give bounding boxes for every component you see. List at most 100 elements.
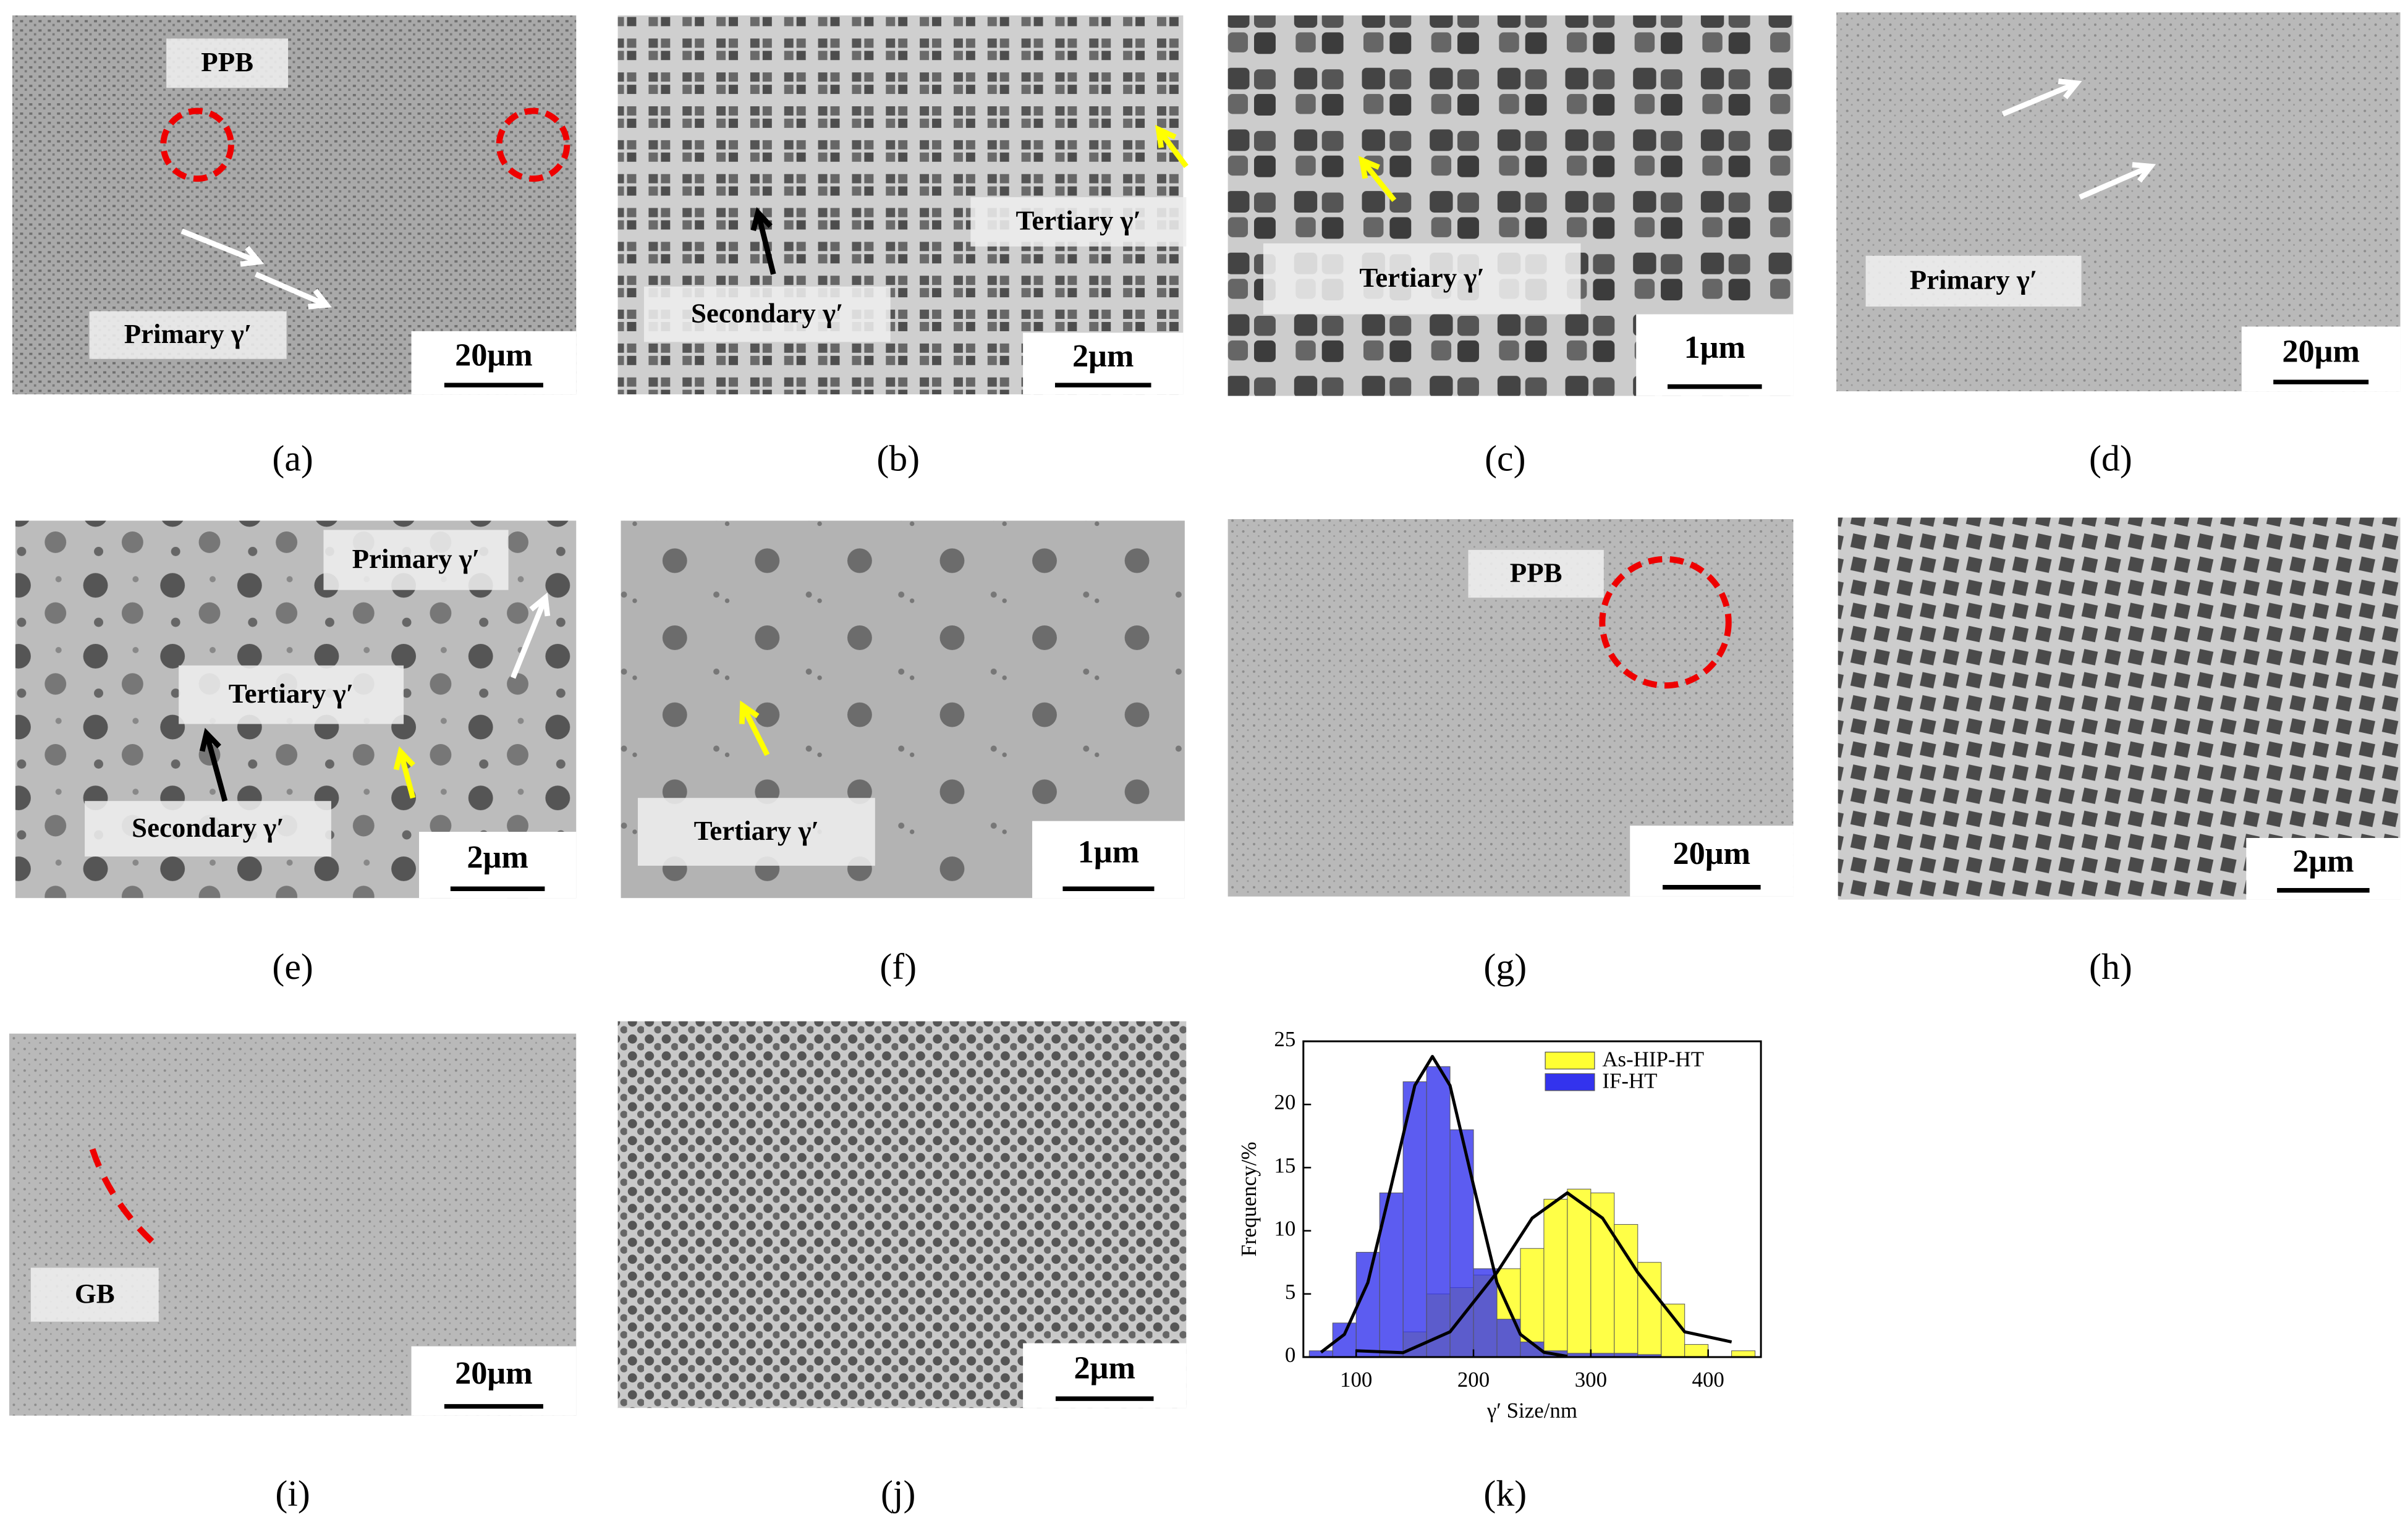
annotation-box	[166, 38, 289, 88]
annotation: Tertiary γ′	[694, 815, 820, 846]
micrograph-panel: 2μm	[617, 1021, 1187, 1408]
annotation-box	[637, 798, 875, 866]
annotation-box	[1263, 243, 1581, 315]
arrow	[511, 596, 548, 679]
arrow-head	[240, 245, 265, 267]
arrow-head	[308, 289, 332, 310]
highlight-circle	[1599, 556, 1732, 689]
annotation: GB	[75, 1278, 115, 1309]
annotation: PPB	[1510, 557, 1562, 588]
panel-label: (a)	[272, 438, 313, 479]
x-axis-label: γ′ Size/nm	[1486, 1398, 1577, 1423]
scale-bar-label: 20μm	[2282, 333, 2360, 369]
micrograph-panel: PPB Primary γ′ 20μm	[12, 15, 577, 395]
legend-swatch	[1545, 1051, 1595, 1070]
annotation: Primary γ′	[124, 318, 252, 349]
annotation-box	[30, 1267, 159, 1322]
fit-curve	[1320, 1055, 1568, 1358]
panel-label: (k)	[1483, 1473, 1527, 1514]
highlight-circle	[496, 108, 570, 182]
annotation: Secondary γ′	[691, 297, 844, 328]
micrograph-panel: GB 20μm	[9, 1033, 577, 1416]
x-tick-label: 100	[1340, 1368, 1372, 1392]
histogram-bar	[1520, 1248, 1545, 1358]
plot-frame	[1302, 1040, 1762, 1358]
panel-label: (b)	[876, 438, 920, 479]
annotation-box	[85, 801, 331, 857]
y-tick-label: 20	[1274, 1090, 1295, 1114]
fit-curve	[1356, 1191, 1732, 1355]
arrow	[2001, 80, 2078, 117]
arrow-head	[199, 727, 221, 752]
annotation: Primary γ′	[352, 543, 480, 574]
panel-label: (j)	[881, 1473, 915, 1514]
histogram-bar	[1426, 1066, 1451, 1358]
panel-label: (h)	[2089, 946, 2132, 987]
y-tick-label: 0	[1285, 1343, 1295, 1367]
annotation: Tertiary γ′	[229, 678, 354, 709]
annotation: Tertiary γ′	[1016, 205, 1142, 236]
arrow	[203, 732, 228, 802]
panel-label: (i)	[275, 1473, 310, 1514]
annotation: Primary γ′	[1910, 264, 2038, 295]
y-axis-label: Frequency/%	[1237, 1142, 1261, 1257]
scale-bar-label: 20μm	[455, 1355, 533, 1391]
arrow-head	[2132, 162, 2156, 183]
micrograph-panel: Tertiary γ′ 1μm	[621, 520, 1185, 899]
histogram-bar	[1355, 1251, 1380, 1358]
histogram-bar	[1614, 1224, 1639, 1358]
histogram-bar	[1684, 1344, 1709, 1358]
arrow-head	[1358, 156, 1380, 179]
histogram-bar	[1402, 1081, 1427, 1358]
annotation-box	[323, 530, 509, 590]
legend-swatch	[1545, 1073, 1595, 1091]
scale-bar-box	[1630, 826, 1794, 897]
scale-bar-label: 1μm	[1684, 329, 1745, 365]
arrow	[255, 271, 328, 308]
scale-bar-label: 2μm	[467, 839, 528, 875]
annotation-box	[1468, 549, 1604, 598]
annotation-box	[89, 311, 287, 359]
histogram-bar	[1731, 1350, 1756, 1358]
annotation-box	[643, 286, 891, 342]
scale-bar-label: 20μm	[1673, 835, 1751, 871]
x-tick-label: 300	[1575, 1368, 1607, 1392]
grain-boundary	[89, 1148, 161, 1250]
micrograph-panel: Primary γ′ Tertiary γ′ Secondary γ′ 2μm	[15, 520, 577, 899]
arrow	[2079, 164, 2152, 200]
legend-label: As-HIP-HT	[1602, 1047, 1704, 1071]
scale-bar-label: 2μm	[1074, 1350, 1135, 1385]
panel-label: (f)	[880, 946, 917, 987]
micrograph-panel: Tertiary γ′ Secondary γ′ 2μm	[617, 15, 1189, 395]
arrow-head	[739, 700, 760, 724]
arrow	[755, 211, 776, 275]
y-tick-label: 5	[1285, 1280, 1295, 1304]
legend-label: IF-HT	[1602, 1068, 1657, 1093]
y-tick-label: 15	[1274, 1153, 1295, 1177]
arrow	[1156, 127, 1189, 168]
histogram-bar	[1661, 1303, 1685, 1358]
annotation: Secondary γ′	[132, 812, 284, 843]
arrow	[397, 751, 416, 799]
scale-bar-label: 20μm	[455, 337, 533, 373]
annotation-box	[179, 665, 404, 724]
highlight-circle	[160, 108, 234, 182]
panel-label: (d)	[2089, 438, 2132, 479]
arrow-head	[393, 746, 415, 771]
scale-bar-label: 2μm	[1072, 338, 1134, 374]
histogram-chart: (k) 100 200 300 400 0 5 10 15 20 25 γ′ Size/nm Frequ…	[1237, 1027, 1762, 1514]
micrograph-panel: Tertiary γ′ 1μm	[1227, 15, 1794, 396]
y-tick-label: 10	[1274, 1217, 1295, 1241]
histogram-bar	[1567, 1188, 1592, 1358]
micrograph-panel: PPB 20μm	[1227, 519, 1794, 897]
scale-bar-label: 2μm	[2292, 843, 2354, 879]
arrow	[1360, 158, 1397, 202]
annotation-box	[970, 197, 1187, 247]
annotation: Tertiary γ′	[1359, 262, 1485, 293]
panel-label: (g)	[1483, 946, 1527, 987]
micrograph-panel: 2μm	[1838, 517, 2401, 900]
arrow-head	[2058, 78, 2082, 99]
panel-label: (e)	[272, 946, 313, 987]
